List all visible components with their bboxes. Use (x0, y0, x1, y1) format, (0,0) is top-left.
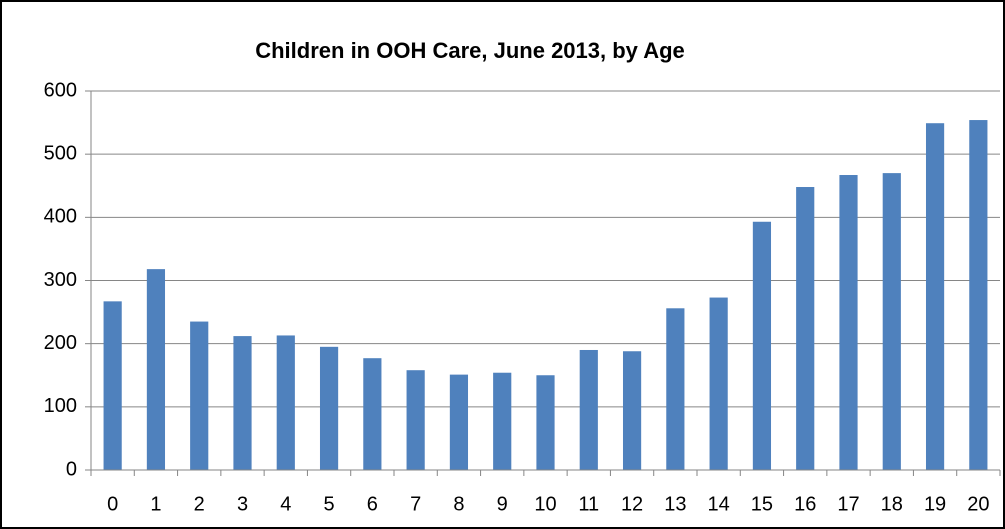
bar (276, 335, 295, 470)
x-tick-label: 15 (751, 493, 773, 515)
bar (449, 374, 469, 470)
y-tick-label: 600 (44, 79, 77, 101)
x-tick-label: 11 (578, 493, 599, 515)
x-tick-label: 6 (367, 493, 378, 515)
x-tick-label: 17 (837, 493, 859, 515)
bar (406, 370, 425, 470)
bar (796, 187, 815, 470)
x-tick-label: 19 (924, 493, 946, 515)
x-tick-label: 20 (967, 493, 989, 515)
x-tick-label: 3 (237, 493, 248, 515)
x-tick-label: 0 (107, 493, 118, 515)
bar (709, 297, 728, 470)
x-tick-label: 5 (324, 493, 335, 515)
x-tick-label: 9 (497, 493, 508, 515)
bar (319, 346, 339, 470)
x-tick-label: 1 (150, 493, 161, 515)
bar (233, 336, 252, 470)
bar (839, 175, 858, 471)
x-tick-label: 12 (621, 493, 643, 515)
bar (752, 221, 772, 470)
x-tick-label: 16 (794, 493, 816, 515)
y-tick-label: 300 (44, 269, 77, 291)
bar (882, 173, 901, 470)
bar (536, 375, 555, 470)
x-tick-label: 14 (708, 493, 730, 515)
y-tick-label: 400 (44, 206, 77, 228)
x-tick-label: 8 (453, 493, 464, 515)
x-tick-label: 18 (881, 493, 903, 515)
chart-title: Children in OOH Care, June 2013, by Age (255, 38, 685, 63)
bar (579, 349, 598, 470)
bar (493, 372, 512, 470)
y-tick-label: 500 (44, 142, 77, 164)
bar (190, 321, 209, 470)
x-tick-label: 13 (664, 493, 686, 515)
bar (146, 269, 166, 470)
bar (103, 301, 122, 470)
bar (925, 123, 945, 470)
bar (969, 120, 988, 470)
y-tick-label: 0 (66, 458, 77, 480)
y-tick-label: 200 (44, 332, 77, 354)
x-tick-label: 10 (534, 493, 556, 515)
bar (666, 308, 685, 470)
bar (622, 351, 642, 470)
x-tick-label: 7 (410, 493, 421, 515)
x-tick-label: 2 (194, 493, 205, 515)
x-tick-label: 4 (280, 493, 291, 515)
bar (363, 358, 382, 470)
y-tick-label: 100 (44, 395, 77, 417)
